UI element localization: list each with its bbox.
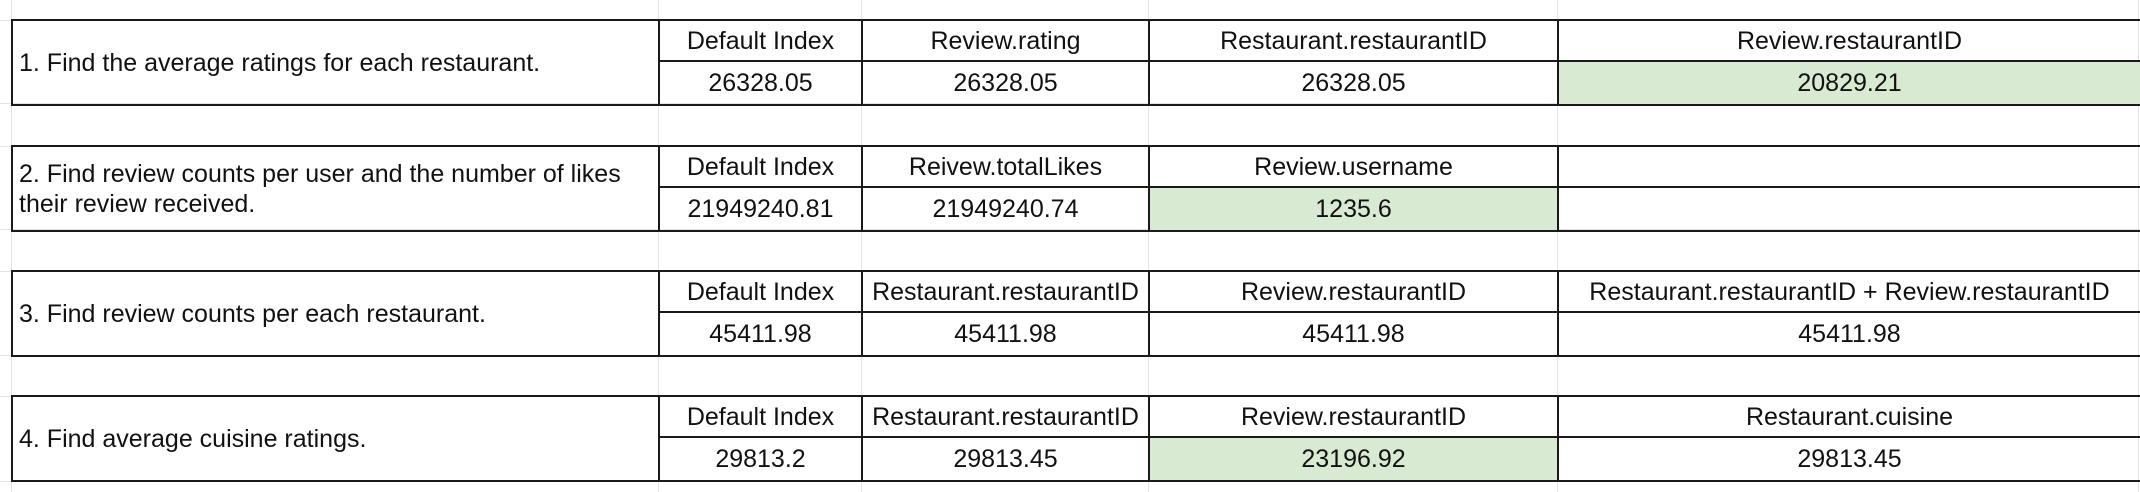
header-cell[interactable]: Restaurant.restaurantID — [1150, 21, 1559, 62]
question-text: 1. Find the average ratings for each res… — [19, 48, 541, 77]
value-cell[interactable]: 26328.05 — [1150, 62, 1559, 104]
header-cell[interactable]: Review.restaurantID — [1150, 272, 1559, 313]
header-cell[interactable]: Review.restaurantID — [1150, 397, 1559, 438]
header-cell[interactable]: Reivew.totalLikes — [863, 147, 1150, 188]
header-cell[interactable]: Restaurant.restaurantID + Review.restaur… — [1559, 272, 2140, 313]
header-cell[interactable]: Default Index — [660, 21, 863, 62]
question-cell[interactable]: 1. Find the average ratings for each res… — [13, 21, 660, 104]
header-cell[interactable]: Default Index — [660, 397, 863, 438]
grid-line — [861, 0, 862, 492]
value-cell[interactable]: 20829.21 — [1559, 62, 2140, 104]
value-cell[interactable]: 45411.98 — [660, 313, 863, 355]
value-cell[interactable]: 26328.05 — [660, 62, 863, 104]
grid-line — [0, 229, 2140, 230]
question-cell[interactable]: 3. Find review counts per each restauran… — [13, 272, 660, 355]
query-table-4: 4. Find average cuisine ratings. Default… — [11, 395, 2140, 482]
value-cell[interactable]: 21949240.74 — [863, 188, 1150, 230]
query-table-1: 1. Find the average ratings for each res… — [11, 19, 2140, 106]
header-cell[interactable]: Restaurant.restaurantID — [863, 272, 1150, 313]
value-cell[interactable]: 29813.45 — [1797, 445, 1902, 473]
grid-line — [0, 103, 2140, 104]
header-cell[interactable]: Default Index — [660, 272, 863, 313]
grid-line — [1148, 0, 1149, 492]
value-cell[interactable]: 1235.6 — [1150, 188, 1559, 230]
header-cell[interactable]: Review.username — [1150, 147, 1559, 188]
question-cell[interactable]: 4. Find average cuisine ratings. — [13, 397, 660, 480]
value-cell[interactable]: 45411.98 — [863, 313, 1150, 355]
query-table-2: 2. Find review counts per user and the n… — [11, 145, 2140, 232]
header-cell[interactable]: Review.restaurantID — [1559, 21, 2140, 62]
value-cell[interactable]: 21949240.81 — [660, 188, 863, 230]
value-cell[interactable] — [1559, 188, 2140, 230]
question-text: 3. Find review counts per each restauran… — [19, 299, 486, 328]
header-cell[interactable]: Default Index — [660, 147, 863, 188]
header-cell[interactable]: Restaurant.restaurantID — [863, 397, 1150, 438]
value-cell[interactable]: 23196.92 — [1150, 438, 1559, 480]
value-cell[interactable]: 29813.2 — [660, 438, 863, 480]
value-cell[interactable]: 29813.45 — [863, 438, 1150, 480]
header-cell[interactable]: Review.rating — [863, 21, 1150, 62]
grid-line — [658, 0, 659, 492]
value-cell[interactable]: 45411.98 — [1150, 313, 1559, 355]
value-cell[interactable]: 45411.98 — [1798, 320, 1901, 348]
question-text: 2. Find review counts per user and the n… — [19, 159, 621, 218]
question-text: 4. Find average cuisine ratings. — [19, 424, 367, 453]
grid-line — [11, 0, 12, 492]
value-cell[interactable]: 26328.05 — [863, 62, 1150, 104]
grid-line — [1557, 0, 1558, 492]
query-table-3: 3. Find review counts per each restauran… — [11, 270, 2140, 357]
question-cell[interactable]: 2. Find review counts per user and the n… — [13, 147, 660, 230]
grid-line — [2138, 0, 2139, 492]
header-cell[interactable] — [1559, 147, 2140, 188]
header-cell[interactable]: Restaurant.cuisine — [1559, 397, 2140, 438]
